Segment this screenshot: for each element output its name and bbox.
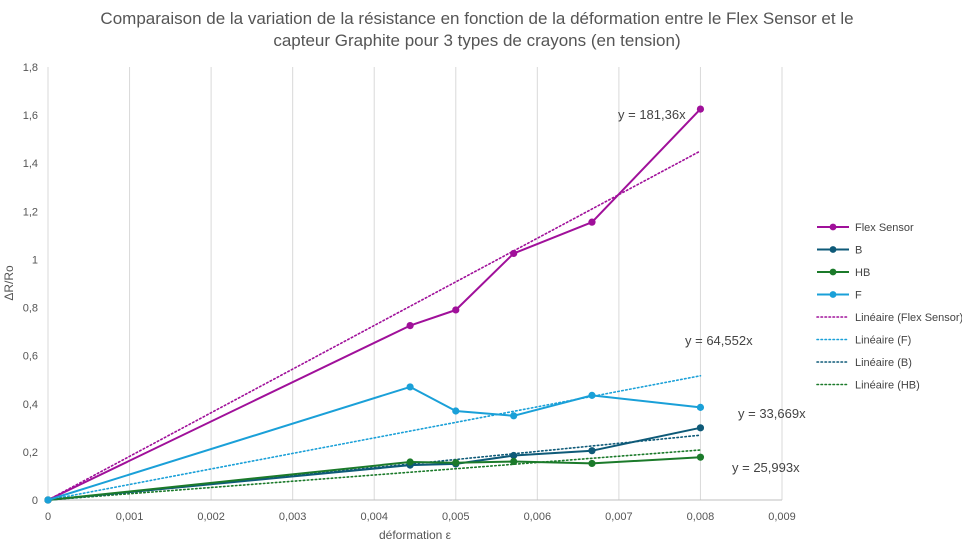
x-tick-label: 0,003	[279, 511, 307, 523]
data-point	[588, 447, 596, 455]
y-tick-label: 1,8	[23, 62, 38, 74]
data-point	[696, 403, 705, 411]
trendline-equation-label: y = 33,669x	[738, 406, 806, 421]
data-point	[406, 383, 414, 391]
data-point	[696, 424, 705, 432]
legend-label: B	[855, 245, 862, 257]
trendline-equation-label: y = 25,993x	[732, 460, 800, 475]
chart-title-line-1: Comparaison de la variation de la résist…	[100, 9, 853, 28]
y-tick-label: 0,4	[23, 399, 38, 411]
y-tick-label: 0,2	[23, 447, 38, 459]
legend-label: Linéaire (F)	[855, 335, 911, 347]
y-tick-label: 1,6	[23, 110, 38, 122]
trendline	[47, 449, 702, 501]
x-tick-label: 0,005	[442, 511, 470, 523]
trendline-equation-label: y = 64,552x	[685, 333, 753, 348]
legend: Flex Sensor B HB F Linéaire (Flex Sensor) Lin…	[816, 222, 962, 392]
legend-marker	[829, 291, 837, 298]
legend-label: Linéaire (B)	[855, 357, 912, 369]
data-point	[452, 407, 460, 415]
data-point	[588, 459, 596, 468]
x-tick-label: 0,007	[605, 511, 633, 523]
data-point	[44, 496, 52, 504]
data-point	[452, 306, 460, 314]
y-axis-title: ΔR/Ro	[2, 265, 16, 301]
y-tick-label: 1	[32, 254, 38, 266]
x-tick-label: 0,004	[360, 511, 388, 523]
series-lines	[44, 105, 705, 504]
x-tick-label: 0,008	[687, 511, 715, 523]
legend-label: HB	[855, 267, 870, 279]
x-tick-label: 0,009	[768, 511, 796, 523]
x-tick-label: 0,001	[116, 511, 144, 523]
data-point	[510, 249, 518, 258]
data-point	[588, 218, 596, 226]
series-line	[47, 456, 701, 501]
x-axis-title: déformation ε	[379, 528, 452, 542]
series-line	[47, 385, 701, 501]
legend-label: Linéaire (Flex Sensor)	[855, 312, 962, 324]
x-tick-label: 0,006	[524, 511, 552, 523]
data-point	[696, 453, 705, 461]
y-tick-label: 0,8	[23, 303, 38, 315]
legend-marker	[829, 268, 837, 276]
legend-label: Flex Sensor	[855, 222, 914, 234]
trendline-equation-label: y = 181,36x	[618, 107, 686, 122]
legend-marker	[829, 246, 837, 253]
data-point	[696, 105, 705, 113]
data-point	[452, 459, 460, 467]
trendline	[47, 150, 702, 501]
axes: 0 0,001 0,002 0,003 0,004 0,005 0,006 0,007 0,00…	[23, 62, 796, 523]
series-line	[47, 426, 701, 501]
data-point	[588, 391, 596, 399]
data-point	[406, 458, 414, 466]
legend-label: F	[855, 290, 862, 302]
series-line	[47, 108, 702, 501]
y-tick-label: 1,2	[23, 206, 38, 218]
data-point	[510, 451, 518, 460]
legend-label: Linéaire (HB)	[855, 380, 920, 392]
grid	[47, 67, 783, 500]
legend-marker	[829, 223, 837, 231]
data-point	[510, 457, 518, 466]
x-tick-label: 0,002	[197, 511, 225, 523]
data-point	[510, 412, 518, 420]
x-tick-label: 0	[45, 511, 51, 523]
data-point	[406, 321, 414, 330]
y-tick-label: 0	[32, 495, 38, 507]
trendline-equations: y = 181,36x y = 64,552x y = 33,669x y = 25,…	[618, 107, 806, 475]
y-tick-label: 0,6	[23, 351, 38, 363]
chart-title-line-2: capteur Graphite pour 3 types de crayons…	[273, 31, 680, 50]
y-tick-label: 1,4	[23, 158, 38, 170]
